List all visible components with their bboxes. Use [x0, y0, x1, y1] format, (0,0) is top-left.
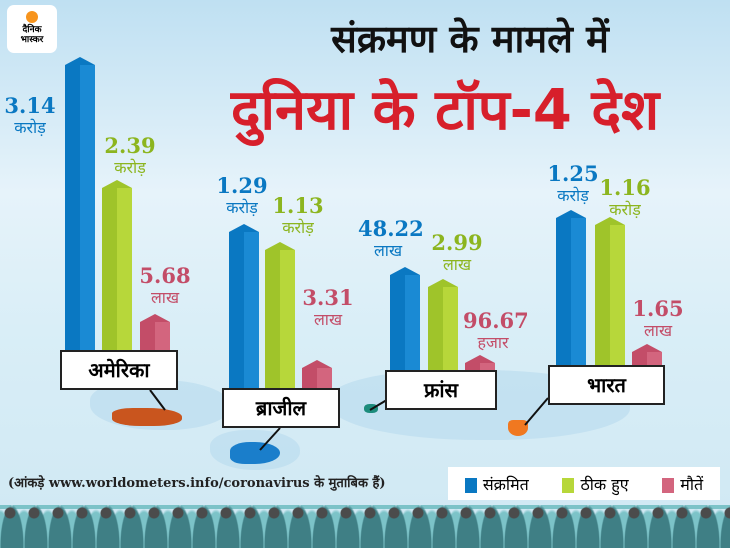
unit: करोड़	[609, 200, 641, 219]
country-label: भारत	[548, 365, 665, 405]
usa-map-shape	[112, 408, 182, 426]
unit: करोड़	[557, 186, 589, 205]
brazil-map-shape	[230, 442, 280, 464]
bar-recovered-3	[595, 217, 625, 370]
value: 48.22	[358, 216, 424, 241]
value: 96.67	[463, 308, 529, 333]
data-label-infected-2: 48.22 लाख	[358, 218, 424, 262]
bar-infected-0	[65, 57, 95, 360]
data-label-infected-3: 1.25 करोड़	[543, 163, 603, 207]
unit: करोड़	[282, 218, 314, 237]
bar-infected-1	[229, 224, 259, 390]
data-label-recovered-3: 1.16 करोड़	[595, 177, 655, 221]
data-label-deaths-1: 3.31 लाख	[298, 287, 358, 331]
data-label-recovered-0: 2.39 करोड़	[100, 135, 160, 179]
legend: संक्रमित ठीक हुए मौतें	[448, 467, 720, 500]
data-label-deaths-2: 96.67 हजार	[463, 310, 529, 354]
bar-deaths-1	[302, 360, 332, 390]
bar-recovered-0	[102, 180, 132, 360]
value: 2.39	[104, 133, 156, 158]
legend-infected: संक्रमित	[464, 473, 529, 495]
bar-recovered-2	[428, 279, 458, 375]
data-label-deaths-0: 5.68 लाख	[135, 265, 195, 309]
value: 1.29	[216, 173, 268, 198]
bar-infected-2	[390, 267, 420, 375]
data-label-infected-1: 1.29 करोड़	[212, 175, 272, 219]
value: 1.25	[547, 161, 599, 186]
value: 2.99	[431, 230, 483, 255]
legend-recovered: ठीक हुए	[562, 473, 629, 495]
value: 1.13	[272, 193, 324, 218]
value: 1.16	[599, 175, 651, 200]
bar-recovered-1	[265, 242, 295, 390]
legend-deaths: मौतें	[662, 473, 703, 495]
country-label: अमेरिका	[60, 350, 178, 390]
country-label: ब्राजील	[222, 388, 340, 428]
unit: लाख	[150, 288, 180, 307]
data-label-recovered-2: 2.99 लाख	[427, 232, 487, 276]
unit: करोड़	[226, 198, 258, 217]
dainik-bhaskar-logo: दैनिक भास्कर	[7, 5, 57, 53]
title-line-1: संक्रमण के मामले में	[331, 17, 609, 61]
unit: हजार	[477, 333, 509, 352]
value: 1.65	[632, 296, 684, 321]
unit: करोड़	[14, 118, 46, 137]
unit: करोड़	[114, 158, 146, 177]
value: 5.68	[139, 263, 191, 288]
bar-infected-3	[556, 210, 586, 370]
data-label-deaths-3: 1.65 लाख	[628, 298, 688, 342]
unit: लाख	[643, 321, 673, 340]
data-label-infected-0: 3.14 करोड़	[0, 95, 60, 139]
france-map-shape	[364, 404, 378, 413]
title-line-2: दुनिया के टॉप-4 देश	[230, 78, 660, 143]
value: 3.14	[4, 93, 56, 118]
unit: लाख	[442, 255, 472, 274]
india-map-shape	[508, 420, 528, 436]
country-label: फ्रांस	[385, 370, 497, 410]
source-note: (आंकड़े www.worldometers.info/coronaviru…	[8, 476, 386, 491]
data-label-recovered-1: 1.13 करोड़	[268, 195, 328, 239]
unit: लाख	[373, 241, 403, 260]
unit: लाख	[313, 310, 343, 329]
crowd-illustration	[0, 505, 730, 548]
value: 3.31	[302, 285, 354, 310]
